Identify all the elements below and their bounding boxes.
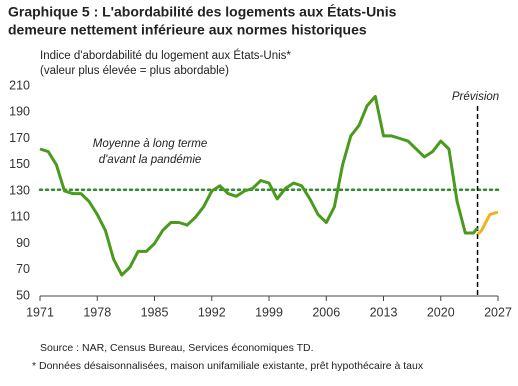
chart-title: demeure nettement inférieure aux normes … xyxy=(8,22,367,38)
y-tick-label: 190 xyxy=(9,105,30,119)
y-tick-label: 150 xyxy=(9,157,30,171)
forecast-label: Prévision xyxy=(452,91,499,103)
y-tick-label: 70 xyxy=(16,262,30,276)
y-tick-label: 90 xyxy=(16,236,30,250)
y-tick-label: 130 xyxy=(9,183,30,197)
x-tick-label: 1971 xyxy=(26,305,54,319)
x-tick-label: 2006 xyxy=(312,305,340,319)
annotation: d'avant la pandémie xyxy=(99,154,202,166)
subtitle: (valeur plus élevée = plus abordable) xyxy=(40,65,229,77)
x-tick-label: 1978 xyxy=(83,305,111,319)
y-tick-label: 170 xyxy=(9,131,30,145)
source-note: Source : NAR, Census Bureau, Services éc… xyxy=(40,342,314,354)
x-tick-label: 1999 xyxy=(255,305,283,319)
footnote: * Données désaisonnalisées, maison unifa… xyxy=(32,360,424,372)
y-tick-label: 210 xyxy=(9,78,30,92)
series-line xyxy=(39,95,479,277)
x-tick-label: 1985 xyxy=(141,305,169,319)
series-line xyxy=(476,210,499,236)
subtitle: Indice d'abordabilité du logement aux Ét… xyxy=(40,49,291,62)
y-tick-label: 50 xyxy=(16,288,30,302)
annotation: Moyenne à long terme xyxy=(93,138,207,150)
x-tick-label: 1992 xyxy=(198,305,226,319)
x-tick-label: 2013 xyxy=(370,305,398,319)
x-tick-label: 2027 xyxy=(484,305,512,319)
x-tick-label: 2020 xyxy=(427,305,455,319)
y-tick-label: 110 xyxy=(10,210,30,224)
chart-title: Graphique 5 : L'abordabilité des logemen… xyxy=(8,4,397,20)
